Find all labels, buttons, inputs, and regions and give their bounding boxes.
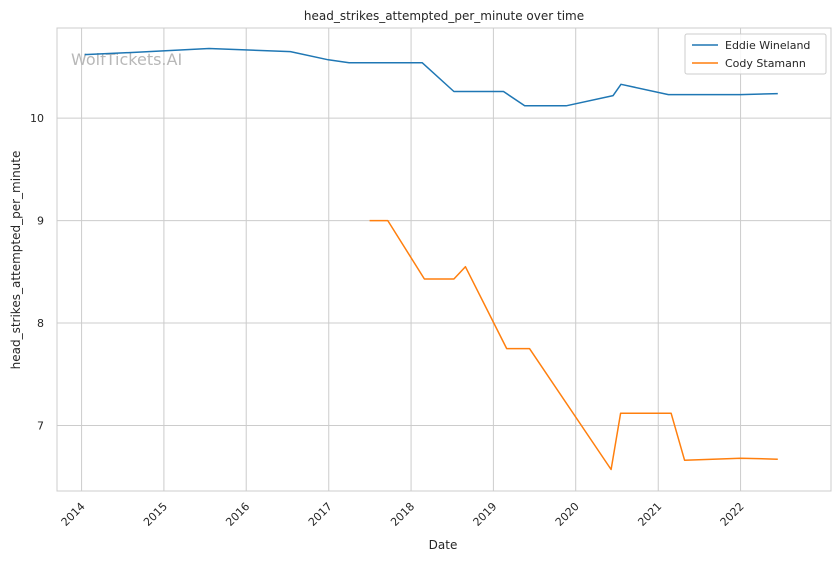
x-tick-label: 2017 [306, 500, 335, 529]
y-tick-label: 9 [37, 215, 44, 228]
x-tick-label: 2015 [141, 500, 170, 529]
x-tick-label: 2016 [223, 500, 252, 529]
y-tick-labels: 7 8 9 10 [30, 112, 44, 432]
chart-title: head_strikes_attempted_per_minute over t… [304, 9, 584, 23]
x-tick-label: 2021 [635, 500, 664, 529]
y-tick-label: 8 [37, 317, 44, 330]
legend-label: Cody Stamann [725, 57, 806, 70]
y-axis-label: head_strikes_attempted_per_minute [9, 151, 23, 370]
plot-frame [56, 27, 832, 492]
series-lines [84, 47, 778, 471]
watermark: WolfTickets.AI [71, 50, 182, 69]
legend-label: Eddie Wineland [725, 39, 810, 52]
x-tick-label: 2019 [471, 500, 500, 529]
x-axis-label: Date [429, 538, 458, 552]
x-tick-labels: 2014 2015 2016 2017 2018 2019 2020 2021 2022 [59, 500, 747, 529]
x-tick-label: 2022 [718, 500, 747, 529]
x-tick-label: 2018 [388, 500, 417, 529]
x-tick-label: 2020 [553, 500, 582, 529]
x-tick-label: 2014 [59, 500, 88, 529]
legend-box [684, 33, 827, 75]
series-line-0 [84, 47, 778, 107]
legend: Eddie Wineland Cody Stamann [684, 33, 827, 75]
series-line-1 [369, 219, 778, 471]
grid [57, 28, 831, 491]
y-tick-label: 10 [30, 112, 44, 125]
y-tick-label: 7 [37, 419, 44, 432]
